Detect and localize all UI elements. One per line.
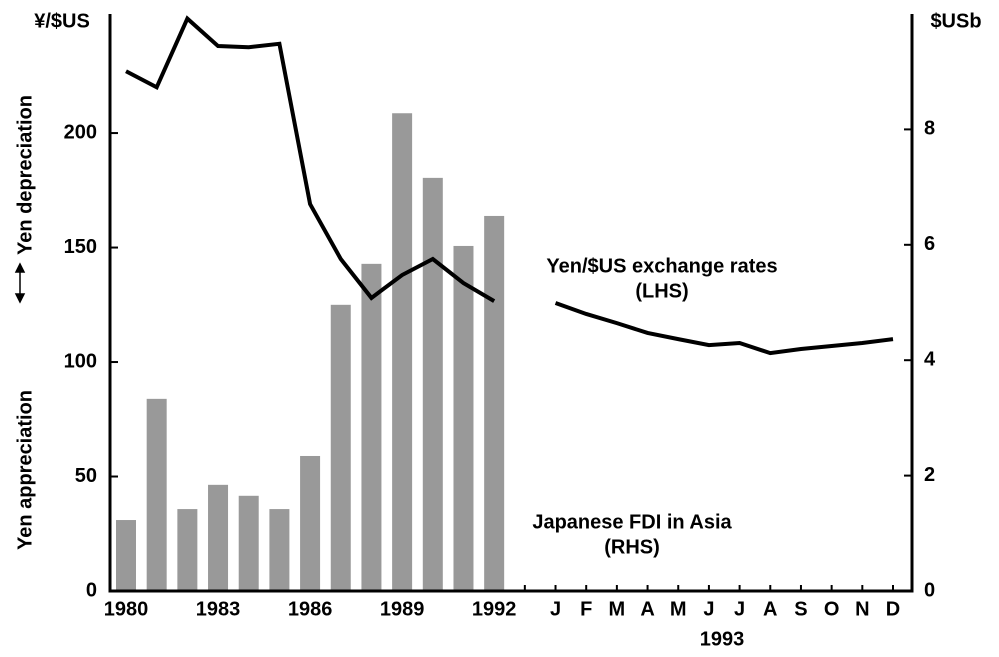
y-tick-label: 150 (64, 236, 97, 258)
x-tick-label: D (886, 598, 900, 620)
y-axis-unit: ¥/$US (34, 10, 90, 32)
bar (146, 398, 167, 591)
x-tick-label: F (580, 598, 592, 620)
bar (300, 455, 321, 591)
x-tick-label: A (640, 598, 654, 620)
bar (177, 509, 198, 591)
bar (392, 113, 413, 591)
y-axis-label-low: Yen appreciation (14, 390, 36, 550)
bar (422, 177, 443, 592)
x-tick-label: M (670, 598, 687, 620)
x-tick-label: 1986 (288, 598, 333, 620)
x-tick-label: 1980 (104, 598, 149, 620)
bar (208, 484, 229, 591)
bar-annotation-note: (RHS) (604, 536, 660, 558)
y2-tick-label: 8 (924, 118, 935, 140)
line (125, 15, 894, 356)
line-annotation: Yen/$US exchange rates (546, 255, 777, 277)
y-tick-label: 100 (64, 350, 97, 372)
bar (484, 215, 505, 591)
x-tick-label: J (734, 598, 745, 620)
bar (269, 509, 290, 591)
y2-tick-label: 2 (924, 464, 935, 486)
x-tick-label: 1992 (472, 598, 517, 620)
bar (116, 520, 136, 591)
x-tick-label: J (703, 598, 714, 620)
y-tick-label: 0 (86, 579, 97, 601)
y-axis-label-high: Yen depreciation (14, 95, 36, 255)
x-tick-label: A (763, 598, 777, 620)
axes (108, 14, 914, 593)
x-tick-label: S (794, 598, 807, 620)
x-tick-label: M (609, 598, 626, 620)
y-tick-label: 200 (64, 121, 97, 143)
x-tick-label: O (824, 598, 840, 620)
x-tick-label: 1989 (380, 598, 425, 620)
bar (453, 245, 474, 592)
bar-annotation: Japanese FDI in Asia (532, 511, 732, 533)
x-group-label: 1993 (700, 628, 745, 650)
x-tick-label: 1983 (196, 598, 241, 620)
y-label-arrow (14, 262, 26, 304)
bar (361, 263, 382, 591)
x-tick-label: J (550, 598, 561, 620)
x-tick-label: N (855, 598, 869, 620)
bar (238, 495, 259, 591)
y2-axis-unit: $USb (930, 10, 981, 32)
y2-tick-label: 6 (924, 233, 935, 255)
line-annotation-note: (LHS) (635, 280, 688, 302)
y2-tick-label: 0 (924, 579, 935, 601)
y-tick-label: 50 (75, 465, 97, 487)
y2-tick-label: 4 (924, 348, 936, 370)
bar (330, 304, 351, 591)
